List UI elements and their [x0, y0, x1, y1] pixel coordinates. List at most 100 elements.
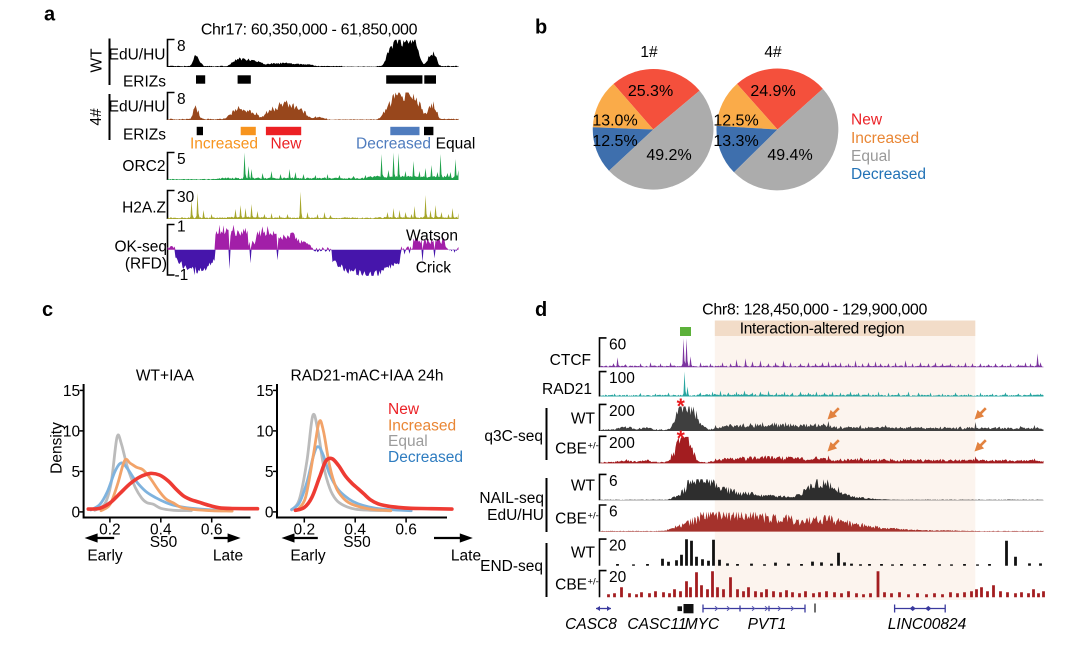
svg-text:d: d: [535, 299, 547, 321]
svg-text:49.4%: 49.4%: [767, 147, 812, 164]
svg-text:5: 5: [265, 464, 274, 481]
svg-text:+/-: +/-: [588, 577, 599, 588]
svg-text:OK-seq: OK-seq: [114, 239, 167, 256]
svg-text:CBE: CBE: [555, 511, 587, 528]
svg-text:New: New: [388, 401, 420, 418]
svg-text:q3C-seq: q3C-seq: [484, 428, 543, 445]
svg-text:H2A.Z: H2A.Z: [122, 200, 166, 217]
svg-text:b: b: [535, 17, 547, 39]
svg-text:4#: 4#: [764, 44, 782, 61]
svg-text:CASC8: CASC8: [565, 616, 617, 633]
svg-text:0.4: 0.4: [150, 522, 172, 539]
svg-text:1#: 1#: [640, 44, 658, 61]
svg-text:Increased: Increased: [388, 418, 456, 435]
svg-text:Late: Late: [213, 548, 243, 565]
svg-text:Decreased: Decreased: [356, 136, 431, 153]
svg-text:6: 6: [609, 504, 618, 521]
svg-text:CASC11: CASC11: [627, 616, 686, 633]
svg-text:0.2: 0.2: [99, 522, 121, 539]
svg-text:0.6: 0.6: [201, 522, 223, 539]
svg-text:5: 5: [71, 464, 80, 481]
svg-text:Equal: Equal: [851, 148, 891, 165]
svg-text:8: 8: [177, 91, 186, 108]
svg-text:WT: WT: [571, 478, 596, 495]
svg-text:6: 6: [609, 473, 618, 490]
svg-text:10: 10: [256, 423, 274, 440]
svg-text:CBE: CBE: [555, 577, 587, 594]
svg-text:Watson: Watson: [406, 228, 458, 245]
svg-text:CBE: CBE: [555, 441, 587, 458]
svg-text:0.4: 0.4: [344, 522, 366, 539]
svg-text:15: 15: [256, 383, 273, 400]
svg-text:200: 200: [609, 403, 635, 420]
svg-text:Density: Density: [49, 422, 66, 474]
svg-text:*: *: [677, 427, 686, 450]
svg-text:Equal: Equal: [436, 136, 476, 153]
svg-text:12.5%: 12.5%: [713, 113, 758, 130]
svg-text:12.5%: 12.5%: [592, 133, 637, 150]
svg-text:S50: S50: [150, 534, 178, 551]
svg-text:WT+IAA: WT+IAA: [136, 368, 195, 385]
svg-text:WT: WT: [89, 48, 106, 73]
svg-text:WT: WT: [571, 545, 596, 562]
svg-text:0: 0: [71, 504, 80, 521]
svg-text:Crick: Crick: [416, 260, 452, 277]
svg-text:Chr17: 60,350,000 - 61,850,000: Chr17: 60,350,000 - 61,850,000: [201, 22, 418, 39]
svg-text:LINC00824: LINC00824: [888, 616, 967, 633]
svg-text:15: 15: [63, 383, 80, 400]
svg-text:0: 0: [265, 504, 274, 521]
svg-text:Equal: Equal: [388, 433, 428, 450]
svg-text:EdU/HU: EdU/HU: [109, 99, 166, 116]
svg-text:0.6: 0.6: [395, 522, 417, 539]
svg-text:24.9%: 24.9%: [750, 83, 795, 100]
svg-text:CTCF: CTCF: [550, 352, 591, 369]
svg-text:13.0%: 13.0%: [592, 113, 637, 130]
svg-text:a: a: [44, 4, 56, 26]
svg-text:S50: S50: [343, 534, 371, 551]
svg-text:+/-: +/-: [588, 511, 599, 522]
svg-text:49.2%: 49.2%: [646, 147, 691, 164]
svg-text:Late: Late: [451, 548, 481, 565]
svg-text:25.3%: 25.3%: [628, 83, 673, 100]
svg-text:c: c: [42, 299, 53, 321]
svg-text:PVT1: PVT1: [748, 616, 787, 633]
svg-text:30: 30: [177, 189, 195, 206]
svg-text:WT: WT: [571, 411, 596, 428]
svg-text:RAD21: RAD21: [542, 381, 592, 398]
svg-text:*: *: [677, 395, 686, 418]
svg-text:1: 1: [177, 219, 186, 236]
svg-text:Increased: Increased: [851, 130, 919, 147]
svg-text:ERIZs: ERIZs: [123, 74, 166, 91]
svg-text:Decreased: Decreased: [851, 166, 926, 183]
svg-text:-1: -1: [175, 267, 189, 284]
svg-text:Chr8: 128,450,000 - 129,900,00: Chr8: 128,450,000 - 129,900,000: [702, 302, 927, 319]
svg-text:Increased: Increased: [190, 136, 258, 153]
svg-text:10: 10: [63, 423, 81, 440]
svg-text:END-seq: END-seq: [480, 558, 543, 575]
svg-text:RAD21-mAC+IAA 24h: RAD21-mAC+IAA 24h: [291, 368, 444, 385]
svg-text:ORC2: ORC2: [122, 158, 165, 175]
svg-text:Decreased: Decreased: [388, 449, 463, 466]
svg-text:13.3%: 13.3%: [713, 133, 758, 150]
svg-text:60: 60: [609, 336, 627, 353]
svg-text:20: 20: [609, 569, 627, 586]
svg-text:4#: 4#: [88, 108, 105, 126]
svg-text:Interaction-altered region: Interaction-altered region: [740, 321, 905, 338]
svg-text:Early: Early: [87, 548, 123, 565]
svg-text:NAIL-seq: NAIL-seq: [479, 490, 544, 507]
svg-text:EdU/HU: EdU/HU: [487, 507, 544, 524]
svg-text:200: 200: [609, 435, 635, 452]
svg-text:100: 100: [609, 370, 635, 387]
svg-text:MYC: MYC: [685, 616, 720, 633]
svg-text:ERIZs: ERIZs: [123, 127, 166, 144]
svg-text:5: 5: [177, 151, 186, 168]
svg-text:New: New: [270, 136, 302, 153]
svg-text:+/-: +/-: [588, 441, 599, 452]
svg-text:20: 20: [609, 538, 627, 555]
svg-text:Early: Early: [290, 548, 326, 565]
svg-text:New: New: [851, 112, 883, 129]
svg-text:EdU/HU: EdU/HU: [109, 47, 166, 64]
svg-text:8: 8: [177, 38, 186, 55]
svg-text:0.2: 0.2: [294, 522, 316, 539]
svg-text:(RFD): (RFD): [125, 256, 167, 273]
